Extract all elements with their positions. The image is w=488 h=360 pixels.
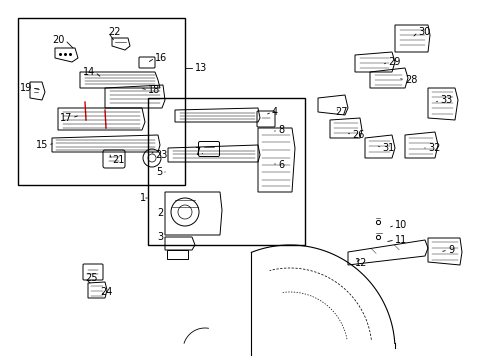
Text: 26: 26 — [351, 130, 364, 140]
Text: 22: 22 — [108, 27, 120, 37]
Text: 33: 33 — [439, 95, 451, 105]
Text: 14: 14 — [82, 67, 95, 77]
Text: 28: 28 — [404, 75, 417, 85]
Text: 20: 20 — [53, 35, 65, 45]
Text: 18: 18 — [148, 85, 160, 95]
Text: 16: 16 — [155, 53, 167, 63]
Text: 10: 10 — [394, 220, 407, 230]
Text: 11: 11 — [394, 235, 407, 245]
Text: 15: 15 — [36, 140, 48, 150]
Text: 13: 13 — [195, 63, 207, 73]
Text: 5: 5 — [156, 167, 162, 177]
Text: 25: 25 — [85, 273, 97, 283]
Bar — [18, 18, 184, 185]
Text: 6: 6 — [278, 160, 284, 170]
Text: 9: 9 — [447, 245, 453, 255]
Text: 29: 29 — [387, 57, 400, 67]
Text: 3: 3 — [157, 232, 163, 242]
Text: 23: 23 — [155, 150, 167, 160]
Text: 19: 19 — [20, 83, 32, 93]
Text: 21: 21 — [112, 155, 124, 165]
Text: 24: 24 — [100, 287, 112, 297]
Text: 17: 17 — [60, 113, 72, 123]
Text: 27: 27 — [334, 107, 347, 117]
Bar — [148, 98, 305, 245]
Text: 7: 7 — [193, 147, 200, 157]
Text: 1: 1 — [140, 193, 146, 203]
Text: 4: 4 — [271, 107, 278, 117]
Text: 2: 2 — [157, 208, 163, 218]
Text: 12: 12 — [354, 258, 366, 268]
Text: 32: 32 — [427, 143, 440, 153]
Text: 30: 30 — [417, 27, 429, 37]
Text: 31: 31 — [381, 143, 393, 153]
Text: 8: 8 — [278, 125, 284, 135]
